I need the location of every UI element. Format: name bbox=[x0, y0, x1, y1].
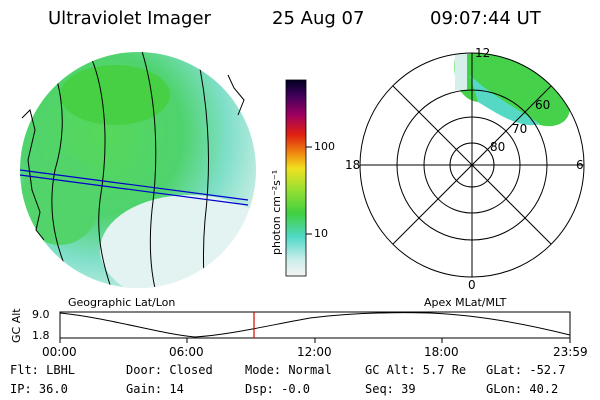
colorbar-tick-100: 100 bbox=[314, 140, 335, 153]
info-glat: GLat: -52.7 bbox=[486, 363, 566, 377]
altitude-xtick-2: 12:00 bbox=[297, 345, 332, 359]
info-mode: Mode: Normal bbox=[245, 363, 332, 377]
geographic-image bbox=[20, 52, 256, 288]
coastline-island bbox=[227, 74, 245, 116]
coastline bbox=[21, 109, 45, 241]
colorbar bbox=[285, 79, 307, 277]
info-gain: Gain: 14 bbox=[126, 382, 184, 396]
info-seq: Seq: 39 bbox=[365, 382, 416, 396]
altitude-xtick-3: 18:00 bbox=[424, 345, 459, 359]
info-glon: GLon: 40.2 bbox=[486, 382, 559, 396]
altitude-ytick-min: 1.8 bbox=[32, 329, 50, 342]
polar-grid bbox=[359, 52, 585, 278]
image-time: 09:07:44 UT bbox=[430, 8, 541, 29]
polar-image bbox=[454, 53, 570, 127]
info-door: Door: Closed bbox=[126, 363, 213, 377]
altitude-ytick-max: 9.0 bbox=[32, 308, 50, 321]
altitude-ylabel: GC Alt bbox=[10, 308, 23, 343]
colorbar-unit-label: photon cm⁻²s⁻¹ bbox=[270, 169, 283, 255]
lat-label-70: 70 bbox=[512, 122, 528, 136]
geo-map-label: Geographic Lat/Lon bbox=[68, 296, 176, 309]
altitude-plot-frame bbox=[59, 311, 571, 339]
colorbar-tick-10: 10 bbox=[314, 227, 328, 240]
image-date: 25 Aug 07 bbox=[272, 8, 365, 29]
info-ip: IP: 36.0 bbox=[10, 382, 68, 396]
polar-plot-label: Apex MLat/MLT bbox=[424, 296, 507, 309]
mlt-label-0: 0 bbox=[468, 278, 476, 292]
mlt-label-18: 18 bbox=[345, 158, 361, 172]
info-flt: Flt: LBHL bbox=[10, 363, 76, 377]
instrument-title: Ultraviolet Imager bbox=[48, 8, 211, 29]
altitude-curve bbox=[59, 312, 571, 338]
altitude-xtick-0: 00:00 bbox=[42, 345, 77, 359]
mlt-label-12: 12 bbox=[475, 46, 491, 60]
lat-label-60: 60 bbox=[535, 98, 551, 112]
orbit-track bbox=[19, 169, 249, 201]
info-gc-alt: GC Alt: 5.7 Re bbox=[365, 363, 467, 377]
altitude-xtick-1: 06:00 bbox=[169, 345, 204, 359]
mlt-label-6: 6 bbox=[576, 158, 584, 172]
lat-label-80: 80 bbox=[490, 140, 506, 154]
info-dsp: Dsp: -0.0 bbox=[245, 382, 311, 396]
altitude-xtick-4: 23:59 bbox=[553, 345, 588, 359]
